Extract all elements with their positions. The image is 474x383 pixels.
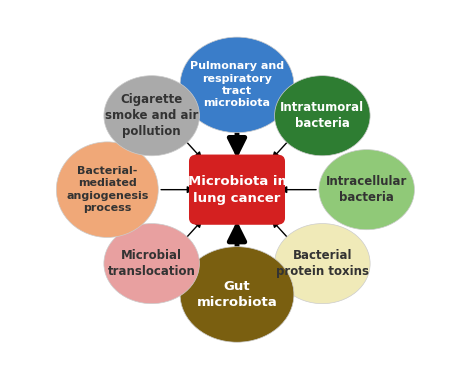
Text: Pulmonary and
respiratory
tract
microbiota: Pulmonary and respiratory tract microbio… (190, 61, 284, 108)
Ellipse shape (180, 37, 294, 133)
Text: Cigarette
smoke and air
pollution: Cigarette smoke and air pollution (105, 93, 198, 138)
FancyBboxPatch shape (189, 155, 285, 225)
Text: Microbiota in
lung cancer: Microbiota in lung cancer (188, 175, 286, 205)
Text: Intracellular
bacteria: Intracellular bacteria (326, 175, 407, 204)
Text: Gut
microbiota: Gut microbiota (197, 280, 277, 309)
Text: Intratumoral
bacteria: Intratumoral bacteria (280, 101, 365, 130)
Ellipse shape (274, 76, 370, 156)
Text: Bacterial-
mediated
angiogenesis
process: Bacterial- mediated angiogenesis process (66, 166, 148, 213)
Text: Bacterial
protein toxins: Bacterial protein toxins (276, 249, 369, 278)
Ellipse shape (274, 224, 370, 304)
Ellipse shape (319, 150, 414, 230)
Ellipse shape (56, 142, 158, 237)
Ellipse shape (104, 224, 200, 304)
Ellipse shape (180, 247, 294, 342)
Text: Microbial
translocation: Microbial translocation (108, 249, 196, 278)
Ellipse shape (104, 76, 200, 156)
